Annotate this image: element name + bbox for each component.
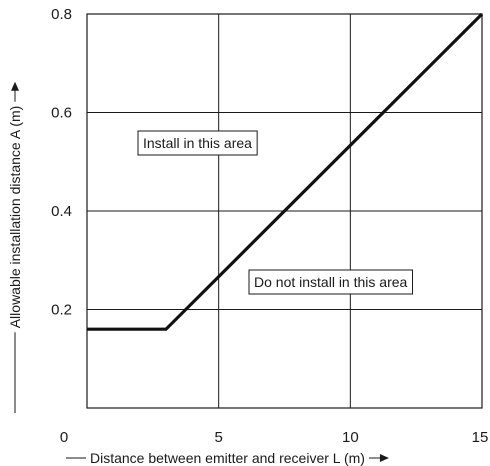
x-tick-label: 10 — [342, 429, 359, 446]
series-line — [87, 12, 484, 331]
annotation-do-not-install-area: Do not install in this area — [248, 269, 414, 295]
plot-area — [86, 13, 483, 409]
x-axis-label: Distance between emitter and receiver L … — [90, 450, 365, 466]
y-tick-label: 0.8 — [51, 6, 72, 23]
x-tick-label: 5 — [214, 429, 222, 446]
x-axis-title: Distance between emitter and receiver L … — [66, 450, 389, 466]
series-layer — [87, 12, 484, 331]
y-tick-label: 0.4 — [51, 203, 72, 220]
y-axis-title: Allowable installation distance A (m) — [7, 81, 23, 413]
x-axis-ticks: 0 5 10 15 — [60, 429, 489, 446]
grid — [87, 14, 482, 408]
y-tick-label: 0.6 — [51, 105, 72, 122]
annotation-install-area: Install in this area — [137, 130, 258, 156]
y-axis-ticks: 0.2 0.4 0.6 0.8 — [51, 6, 72, 319]
y-tick-label: 0.2 — [51, 302, 72, 319]
y-axis-label: Allowable installation distance A (m) — [7, 106, 23, 329]
x-axis-arrow-icon — [379, 454, 389, 462]
y-axis-arrow-icon — [11, 81, 19, 91]
x-tick-label: 0 — [60, 429, 68, 446]
annotation-do-not-install-text: Do not install in this area — [254, 274, 408, 290]
annotation-install-text: Install in this area — [143, 135, 252, 151]
x-tick-label: 15 — [472, 429, 489, 446]
